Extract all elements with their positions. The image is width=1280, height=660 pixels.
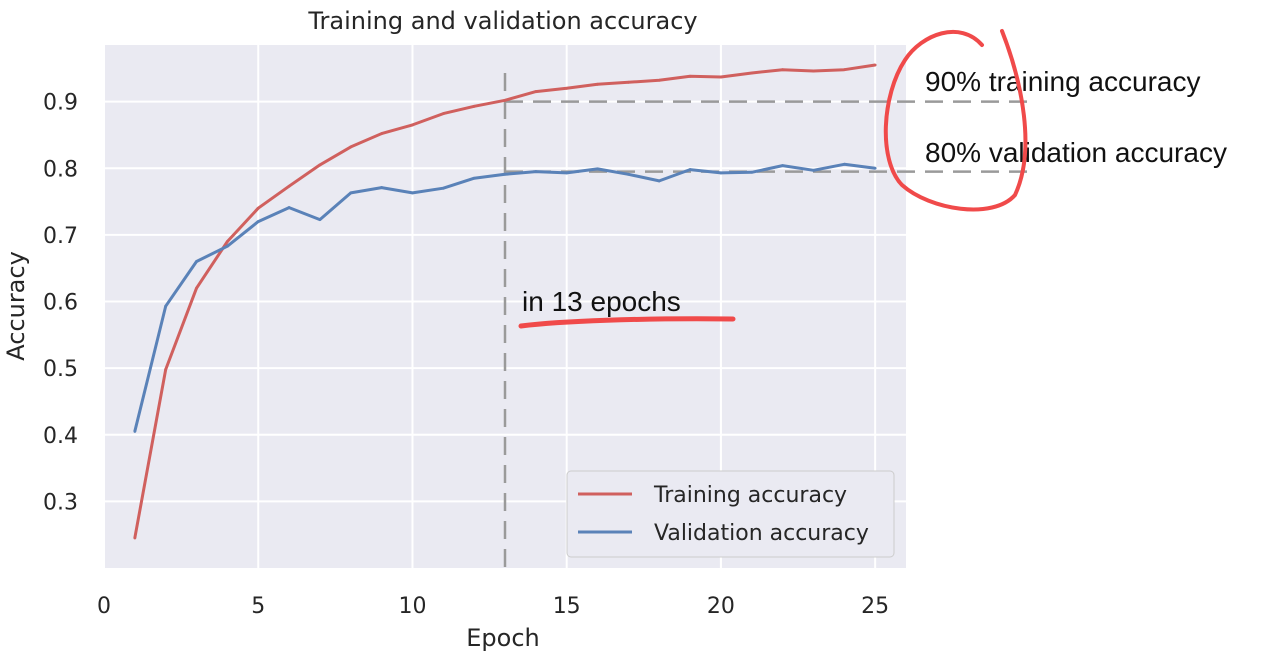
data-point-validation xyxy=(596,167,599,171)
data-point-validation xyxy=(411,191,414,195)
data-point-training xyxy=(225,240,229,243)
data-point-training xyxy=(626,80,630,84)
marker-lines xyxy=(503,73,1030,574)
data-point-training xyxy=(411,123,414,127)
data-point-validation xyxy=(225,244,229,248)
data-point-validation xyxy=(842,162,846,166)
data-point-training xyxy=(812,69,815,73)
data-point-training xyxy=(441,112,445,116)
annotation-epochs: in 13 epochs xyxy=(522,286,681,317)
data-point-validation xyxy=(688,168,692,171)
data-point-training xyxy=(750,71,754,75)
chart-title: Training and validation accuracy xyxy=(307,7,697,35)
legend-label-training: Training accuracy xyxy=(653,483,847,508)
data-point-validation xyxy=(873,166,877,170)
data-point-validation xyxy=(657,179,661,183)
data-point-training xyxy=(380,132,384,136)
annotation-validation: 80% validation accuracy xyxy=(925,137,1227,168)
data-point-training xyxy=(719,75,723,79)
hand-drawn-underline xyxy=(518,316,736,329)
data-point-validation xyxy=(812,168,815,172)
x-tick-label: 20 xyxy=(707,594,735,619)
y-axis-label: Accuracy xyxy=(2,251,30,361)
data-point-training xyxy=(164,368,168,371)
data-point-validation xyxy=(164,304,168,308)
data-point-training xyxy=(318,163,322,167)
data-point-training xyxy=(472,104,476,108)
data-point-validation xyxy=(195,260,198,263)
data-point-validation xyxy=(287,206,291,209)
y-tick-labels: 0.3 0.4 0.5 0.6 0.7 0.8 0.9 xyxy=(43,91,78,516)
data-point-validation xyxy=(503,172,507,176)
data-point-validation xyxy=(380,186,384,189)
data-point-training xyxy=(688,74,692,78)
x-tick-label: 0 xyxy=(97,594,111,619)
data-point-validation xyxy=(318,218,322,221)
data-point-validation xyxy=(472,176,476,180)
data-point-validation xyxy=(256,220,260,223)
legend-label-validation: Validation accuracy xyxy=(654,521,869,546)
x-tick-label: 5 xyxy=(251,594,265,619)
series-layer xyxy=(133,63,877,540)
data-point-training xyxy=(133,536,137,540)
data-point-validation xyxy=(781,164,785,167)
x-axis-label: Epoch xyxy=(466,624,540,652)
y-tick-label: 0.6 xyxy=(43,291,78,316)
data-point-validation xyxy=(719,171,723,175)
data-point-validation xyxy=(534,170,538,173)
x-tick-label: 15 xyxy=(553,594,581,619)
data-point-training xyxy=(287,184,291,188)
y-tick-label: 0.9 xyxy=(43,91,78,116)
x-tick-labels: 0 5 10 15 20 25 xyxy=(97,594,889,619)
data-point-training xyxy=(842,68,846,72)
data-point-training xyxy=(256,206,260,210)
legend: Training accuracy Validation accuracy xyxy=(566,470,895,558)
data-point-training xyxy=(596,82,599,86)
y-tick-label: 0.7 xyxy=(43,224,78,249)
y-tick-label: 0.3 xyxy=(43,490,78,515)
data-point-training xyxy=(195,286,198,290)
data-point-validation xyxy=(626,172,630,176)
data-point-validation xyxy=(349,191,353,195)
data-point-training xyxy=(565,86,569,90)
y-tick-label: 0.8 xyxy=(43,157,78,182)
data-point-training xyxy=(781,68,785,72)
data-point-training xyxy=(534,90,538,94)
data-point-validation xyxy=(441,186,445,190)
x-tick-label: 10 xyxy=(398,594,426,619)
data-point-validation xyxy=(133,430,137,433)
data-point-validation xyxy=(750,170,754,174)
data-point-training xyxy=(503,98,507,102)
y-tick-label: 0.4 xyxy=(43,424,78,449)
x-tick-label: 25 xyxy=(861,594,889,619)
data-point-training xyxy=(873,63,877,67)
legend-box xyxy=(566,470,895,558)
y-tick-label: 0.5 xyxy=(43,357,78,382)
annotation-training: 90% training accuracy xyxy=(925,66,1200,97)
data-point-validation xyxy=(565,171,569,175)
data-point-training xyxy=(349,145,353,149)
data-point-training xyxy=(657,78,661,82)
hand-drawn-circle xyxy=(883,29,1028,212)
